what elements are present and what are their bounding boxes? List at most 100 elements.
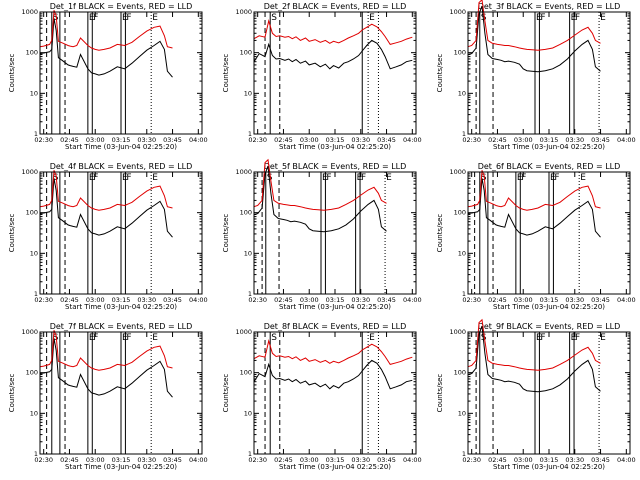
x-tick-label: 03:45 bbox=[163, 136, 182, 144]
x-axis-label: Start Time (03-Jun-04 02:25:20) bbox=[493, 143, 605, 151]
x-tick-label: 03:00 bbox=[514, 456, 533, 464]
y-tick-label: 1000 bbox=[21, 328, 38, 336]
panel-title: Det_8f BLACK = Events, RED = LLD bbox=[264, 322, 407, 331]
y-tick-label: 1 bbox=[462, 130, 466, 138]
x-tick-label: 02:30 bbox=[34, 456, 53, 464]
x-tick-label: 04:00 bbox=[617, 296, 636, 304]
event-marker-label: F bbox=[554, 173, 559, 183]
x-tick-label: 03:00 bbox=[300, 136, 319, 144]
x-tick-label: 03:00 bbox=[514, 136, 533, 144]
y-tick-label: 100 bbox=[454, 49, 466, 57]
event-marker-label: F bbox=[326, 173, 331, 183]
x-tick-label: 03:30 bbox=[351, 296, 370, 304]
x-tick-label: 04:00 bbox=[189, 136, 208, 144]
event-marker-label: S bbox=[481, 173, 487, 183]
event-marker-label: E bbox=[152, 13, 158, 23]
x-tick-label: 02:30 bbox=[34, 296, 53, 304]
panel-title: Det_2f BLACK = Events, RED = LLD bbox=[264, 2, 407, 11]
x-tick-label: 02:30 bbox=[34, 136, 53, 144]
x-tick-label: 03:45 bbox=[377, 136, 396, 144]
x-tick-label: 03:30 bbox=[137, 456, 156, 464]
y-tick-label: 10 bbox=[244, 249, 252, 257]
event-marker-label: F bbox=[540, 13, 545, 23]
x-tick-label: 03:45 bbox=[163, 456, 182, 464]
events-series-line bbox=[253, 165, 387, 233]
x-tick-label: 02:30 bbox=[248, 136, 267, 144]
lld-series-line bbox=[467, 170, 601, 211]
event-marker-label: E bbox=[600, 13, 606, 23]
x-tick-label: 03:45 bbox=[591, 136, 610, 144]
y-axis-label: Counts/sec bbox=[436, 374, 444, 413]
y-tick-label: 10 bbox=[30, 249, 38, 257]
y-tick-label: 1 bbox=[34, 450, 38, 458]
x-tick-label: 04:00 bbox=[617, 136, 636, 144]
x-tick-label: 02:45 bbox=[488, 456, 507, 464]
x-tick-label: 02:45 bbox=[60, 456, 79, 464]
y-axis-label: Counts/sec bbox=[8, 374, 16, 413]
x-axis-label: Start Time (03-Jun-04 02:25:20) bbox=[65, 463, 177, 471]
y-axis-label: Counts/sec bbox=[436, 214, 444, 253]
event-marker-label: S bbox=[271, 333, 277, 343]
panel-title: Det_6f BLACK = Events, RED = LLD bbox=[478, 162, 621, 171]
x-tick-label: 03:30 bbox=[565, 296, 584, 304]
x-tick-label: 03:15 bbox=[326, 296, 345, 304]
y-tick-label: 10 bbox=[30, 89, 38, 97]
events-series-line bbox=[39, 338, 173, 398]
events-series-line bbox=[467, 325, 601, 393]
x-tick-label: 03:45 bbox=[377, 296, 396, 304]
x-tick-label: 03:30 bbox=[565, 136, 584, 144]
x-tick-label: 03:45 bbox=[591, 296, 610, 304]
event-marker-label: F bbox=[575, 333, 580, 343]
x-tick-label: 02:45 bbox=[488, 136, 507, 144]
y-axis-label: Counts/sec bbox=[222, 214, 230, 253]
y-tick-label: 1000 bbox=[449, 328, 466, 336]
events-series-line bbox=[253, 39, 413, 70]
event-marker-label: F bbox=[126, 333, 131, 343]
x-tick-label: 03:00 bbox=[86, 456, 105, 464]
y-tick-label: 1000 bbox=[449, 168, 466, 176]
y-tick-label: 1 bbox=[248, 290, 252, 298]
x-tick-label: 02:30 bbox=[462, 136, 481, 144]
x-axis-label: Start Time (03-Jun-04 02:25:20) bbox=[493, 303, 605, 311]
y-tick-label: 1000 bbox=[235, 328, 252, 336]
y-tick-label: 1000 bbox=[449, 8, 466, 16]
x-tick-label: 02:45 bbox=[274, 296, 293, 304]
lld-series-line bbox=[39, 330, 173, 371]
event-marker-label: E bbox=[369, 13, 375, 23]
plot-frame bbox=[467, 331, 631, 455]
event-marker-label: F bbox=[93, 333, 98, 343]
x-axis-label: Start Time (03-Jun-04 02:25:20) bbox=[65, 143, 177, 151]
event-marker-label: F bbox=[521, 173, 526, 183]
plot-frame bbox=[467, 11, 631, 135]
event-marker-label: F bbox=[575, 13, 580, 23]
x-tick-label: 03:15 bbox=[326, 136, 345, 144]
y-axis-label: Counts/sec bbox=[8, 54, 16, 93]
event-marker-label: E bbox=[152, 333, 158, 343]
x-tick-label: 02:30 bbox=[462, 296, 481, 304]
event-marker-label: E bbox=[152, 173, 158, 183]
event-marker-label: E bbox=[386, 173, 392, 183]
event-marker-label: S bbox=[481, 333, 487, 343]
x-axis-label: Start Time (03-Jun-04 02:25:20) bbox=[493, 463, 605, 471]
x-tick-label: 04:00 bbox=[189, 456, 208, 464]
lld-series-line bbox=[253, 158, 387, 211]
panel-title: Det_4f BLACK = Events, RED = LLD bbox=[50, 162, 193, 171]
event-marker-label: S bbox=[481, 13, 487, 23]
x-axis-label: Start Time (03-Jun-04 02:25:20) bbox=[279, 143, 391, 151]
event-marker-label: F bbox=[540, 333, 545, 343]
y-tick-label: 1 bbox=[462, 450, 466, 458]
x-tick-label: 03:45 bbox=[163, 296, 182, 304]
event-marker-label: F bbox=[126, 13, 131, 23]
event-marker-label: E bbox=[600, 333, 606, 343]
y-tick-label: 100 bbox=[240, 209, 252, 217]
y-tick-label: 1 bbox=[34, 130, 38, 138]
event-marker-label: S bbox=[271, 13, 277, 23]
y-axis-label: Counts/sec bbox=[8, 214, 16, 253]
x-tick-label: 02:45 bbox=[274, 136, 293, 144]
y-tick-label: 100 bbox=[454, 369, 466, 377]
x-tick-label: 03:15 bbox=[112, 296, 131, 304]
panel-title: Det_1f BLACK = Events, RED = LLD bbox=[50, 2, 193, 11]
